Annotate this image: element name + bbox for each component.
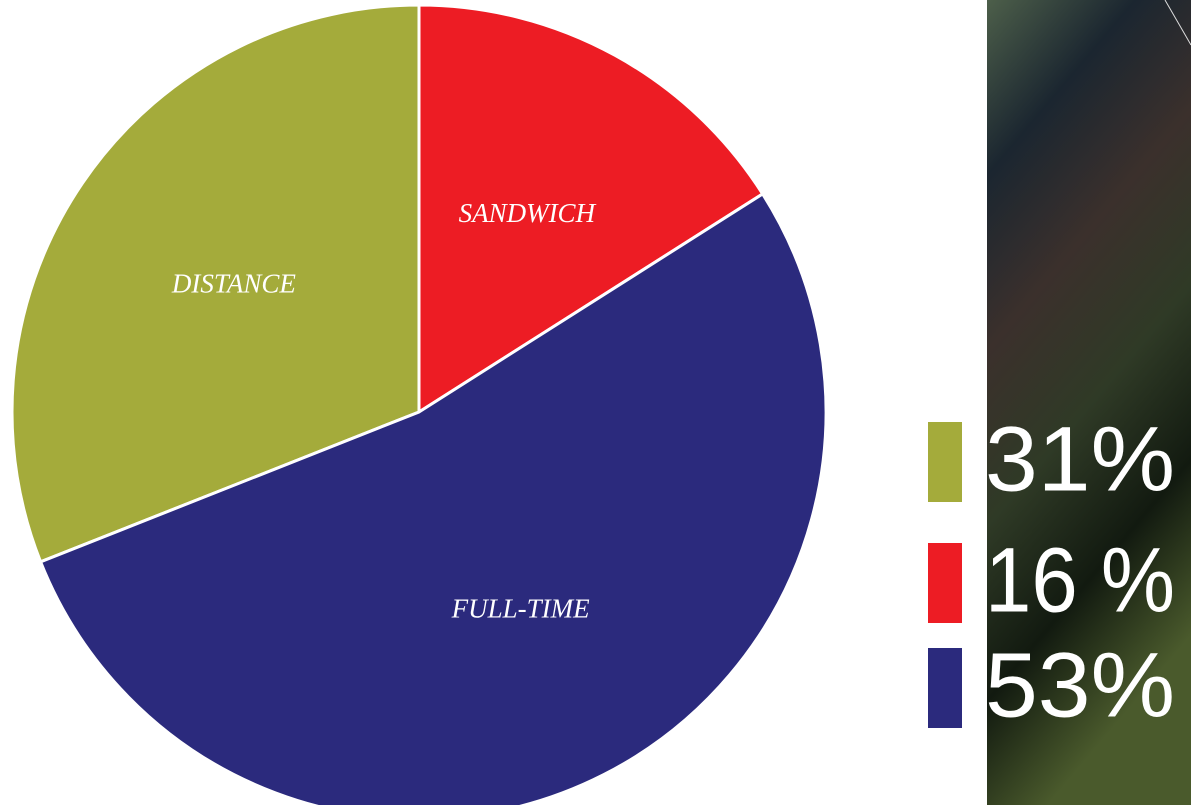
pie: DISTANCE SANDWICH FULL-TIME [12, 5, 826, 805]
legend-swatch [928, 543, 962, 623]
legend-swatch [928, 422, 962, 502]
legend-swatch [928, 648, 962, 728]
slice-label: FULL-TIME [451, 594, 591, 624]
slice-label: DISTANCE [171, 268, 297, 298]
percent-label: 16 % [985, 529, 1175, 631]
percent-label: 31% [985, 408, 1175, 510]
slice-label: SANDWICH [459, 198, 597, 228]
legend: 31% 16 %53% [928, 408, 1175, 736]
percent-label: 53% [985, 634, 1175, 736]
chart: DISTANCE SANDWICH FULL-TIME 31% 16 %53% [0, 0, 1191, 805]
